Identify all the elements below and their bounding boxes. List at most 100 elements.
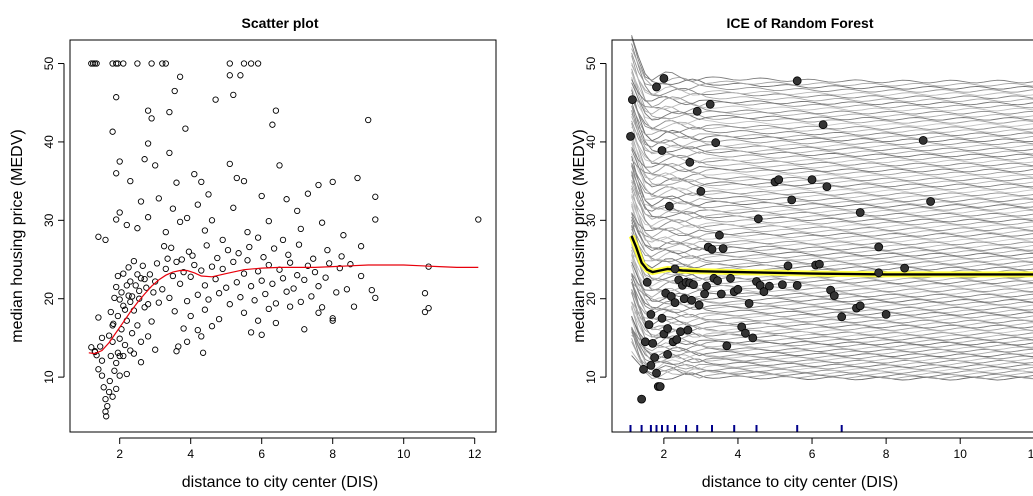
scatter-point [162,60,169,67]
scatter-point [121,341,129,349]
scatter-point [116,158,123,165]
scatter-point [168,244,175,251]
observation-point [829,291,839,301]
ice-line [631,203,1033,249]
observation-point [679,294,689,304]
observation-point [787,195,797,205]
ice-line [631,327,1033,364]
scatter-point [286,259,294,266]
scatter-point [128,330,136,337]
observation-point [783,261,793,271]
observation-point [670,264,680,274]
scatter-point [310,255,317,262]
scatter-point [136,287,143,295]
ice-line [631,305,1033,355]
scatter-point [98,334,106,342]
scatter-points [88,60,482,420]
scatter-point [139,262,146,269]
scatter-point [134,60,141,67]
scatter-point [246,243,253,251]
scatter-point [254,268,262,275]
scatter-point [95,314,102,321]
scatter-point [123,370,130,378]
scatter-point [150,289,157,296]
ice-line [631,79,1033,106]
ice-line [631,105,1033,146]
scatter-point [262,290,269,298]
scatter-point [315,181,322,189]
scatter-point [201,227,209,234]
scatter-point [104,402,111,410]
observation-point [792,280,802,290]
ice-line [631,188,1033,240]
scatter-point [109,322,116,329]
ice-line [631,292,1033,336]
scatter-point [143,284,150,291]
scatter-point [208,323,216,330]
scatter-point [144,214,152,221]
scatter-point [247,329,255,336]
observation-point [792,76,802,86]
rug-marks [629,425,843,432]
x-axis-label: distance to city center (DIS) [702,474,899,491]
scatter-point [421,290,429,297]
scatter-point [254,317,262,324]
scatter-point [372,216,379,223]
scatter-point [219,236,226,244]
smooth-line-series [88,264,479,355]
scatter-point [166,149,173,157]
ice-line [631,191,1033,214]
scatter-point [120,352,127,360]
scatter-point [297,298,304,306]
ice-line [631,243,1033,268]
scatter-point [107,308,114,316]
scatter-point [102,395,109,403]
ice-line [631,224,1033,265]
plot-frame [611,39,1033,433]
observation-point [689,280,698,290]
scatter-point [183,338,191,345]
observation-point [753,214,763,224]
scatter-point [169,205,177,212]
scatter-point [152,162,159,169]
ice-line [631,244,1033,282]
scatter-point [269,121,276,128]
ice-line [631,326,1033,368]
observation-point [655,382,665,391]
observation-point [722,341,732,351]
scatter-point [136,295,143,302]
scatter-point [176,73,184,80]
scatter-point [93,60,100,67]
observation-point [837,312,847,322]
scatter-point [159,286,166,293]
ice-line [631,212,1033,237]
ice-line [631,142,1033,199]
ice-line [631,87,1033,127]
scatter-point [294,272,301,279]
ice-line [631,122,1033,176]
scatter-point [285,251,292,258]
ice-line [631,64,1033,103]
scatter-point [198,267,205,274]
scatter-point [189,252,196,259]
ice-line [631,302,1033,344]
observation-point [692,106,702,116]
scatter-point [144,333,152,340]
x-tick-label: 8 [883,447,890,461]
plot-frame [69,39,497,433]
scatter-point [203,242,210,249]
scatter-point [116,209,123,216]
x-axis: 2 4 6 8 10 12 [116,437,482,461]
scatter-point [118,289,125,296]
scatter-point [171,308,178,315]
scatter-panel: Scatter plot distance to city center (DI… [9,15,497,491]
scatter-point [297,225,304,233]
scatter-point [187,312,194,320]
observation-point [683,325,693,335]
scatter-point [169,272,177,280]
scatter-point [114,349,122,356]
observation-point [694,300,704,310]
scatter-point [265,305,272,313]
scatter-point [350,303,358,310]
y-tick-label: 30 [42,213,56,227]
